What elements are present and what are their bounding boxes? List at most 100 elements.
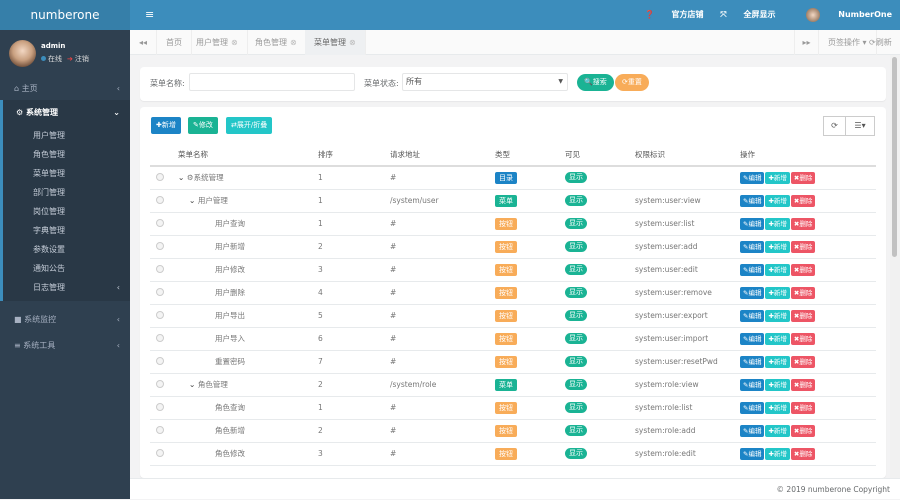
row-add-button[interactable]: ✚新增 bbox=[765, 263, 790, 276]
sidebar-item-home[interactable]: ⌂ 主页 ‹ bbox=[0, 78, 130, 100]
row-edit-button[interactable]: ✎编辑 bbox=[740, 217, 765, 230]
row-radio[interactable] bbox=[156, 402, 164, 411]
row-edit-button[interactable]: ✎编辑 bbox=[740, 309, 765, 322]
menu-name-input[interactable] bbox=[189, 73, 355, 91]
refresh-tab-button[interactable]: ⟳刷新 bbox=[869, 38, 892, 47]
chevron-down-icon[interactable]: ⌄ bbox=[189, 196, 198, 205]
row-add-button[interactable]: ✚新增 bbox=[765, 309, 790, 322]
row-delete-button[interactable]: ✖删除 bbox=[790, 424, 816, 437]
store-link[interactable]: ❓ 官方店铺 bbox=[644, 10, 704, 19]
row-add-button[interactable]: ✚新增 bbox=[765, 286, 790, 299]
row-edit-button[interactable]: ✎编辑 bbox=[740, 355, 765, 368]
user-menu[interactable]: NumberOne bbox=[792, 7, 892, 22]
row-radio[interactable] bbox=[156, 379, 164, 388]
tabs-scroll-right-icon[interactable]: ▸▸ bbox=[794, 30, 819, 55]
row-delete-button[interactable]: ✖删除 bbox=[790, 401, 816, 414]
row-delete-button[interactable]: ✖删除 bbox=[790, 355, 816, 368]
reset-button[interactable]: ⟳重置 bbox=[615, 74, 649, 91]
row-edit-button[interactable]: ✎编辑 bbox=[740, 171, 765, 184]
row-radio[interactable] bbox=[156, 448, 164, 457]
sidebar-subitem[interactable]: 菜单管理 bbox=[33, 169, 65, 178]
row-radio[interactable] bbox=[156, 172, 164, 181]
table-row[interactable]: 用户删除 4 # 按钮 显示 system:user:remove ✎编辑 ✚新增… bbox=[150, 281, 876, 305]
table-row[interactable]: 角色修改 3 # 按钮 显示 system:role:edit ✎编辑 ✚新增 ✖删… bbox=[150, 442, 876, 466]
row-delete-button[interactable]: ✖删除 bbox=[790, 378, 816, 391]
table-row[interactable]: 用户导出 5 # 按钮 显示 system:user:export ✎编辑 ✚新增… bbox=[150, 304, 876, 328]
row-add-button[interactable]: ✚新增 bbox=[765, 217, 790, 230]
tab-menu[interactable]: 菜单管理 ⊗ bbox=[305, 30, 366, 55]
close-tab-icon[interactable]: ⊗ bbox=[231, 38, 238, 47]
row-radio[interactable] bbox=[156, 310, 164, 319]
row-delete-button[interactable]: ✖删除 bbox=[790, 447, 816, 460]
menu-status-select[interactable]: 所有 ▼ bbox=[402, 73, 568, 91]
close-tab-icon[interactable]: ⊗ bbox=[290, 38, 297, 47]
sidebar-item-tools[interactable]: ≡ 系统工具 ‹ bbox=[0, 333, 130, 359]
row-edit-button[interactable]: ✎编辑 bbox=[740, 263, 765, 276]
row-delete-button[interactable]: ✖删除 bbox=[790, 286, 816, 299]
table-row[interactable]: 用户导入 6 # 按钮 显示 system:user:import ✎编辑 ✚新增… bbox=[150, 327, 876, 351]
tab-home[interactable]: 首页 bbox=[157, 30, 192, 55]
table-row[interactable]: 用户新增 2 # 按钮 显示 system:user:add ✎编辑 ✚新增 ✖删除 bbox=[150, 235, 876, 259]
row-delete-button[interactable]: ✖删除 bbox=[790, 332, 816, 345]
sidebar-subitem[interactable]: 角色管理 bbox=[33, 150, 65, 159]
page-ops-dropdown[interactable]: 页签操作 ▾ bbox=[819, 30, 877, 55]
table-row[interactable]: 角色查询 1 # 按钮 显示 system:role:list ✎编辑 ✚新增 ✖删… bbox=[150, 396, 876, 420]
columns-toggle-button[interactable]: ☰▾ bbox=[845, 116, 875, 136]
row-radio[interactable] bbox=[156, 425, 164, 434]
row-add-button[interactable]: ✚新增 bbox=[765, 355, 790, 368]
sidebar-subitem[interactable]: 通知公告 bbox=[33, 264, 65, 273]
table-row[interactable]: 重置密码 7 # 按钮 显示 system:user:resetPwd ✎编辑 ✚… bbox=[150, 350, 876, 374]
row-add-button[interactable]: ✚新增 bbox=[765, 332, 790, 345]
row-edit-button[interactable]: ✎编辑 bbox=[740, 332, 765, 345]
sidebar-item-monitor[interactable]: ■ 系统监控 ‹ bbox=[0, 307, 130, 333]
row-delete-button[interactable]: ✖删除 bbox=[790, 171, 816, 184]
table-row[interactable]: ⌄ 用户管理 1 /system/user 菜单 显示 system:user:… bbox=[150, 189, 876, 213]
row-add-button[interactable]: ✚新增 bbox=[765, 240, 790, 253]
row-edit-button[interactable]: ✎编辑 bbox=[740, 240, 765, 253]
row-radio[interactable] bbox=[156, 218, 164, 227]
sidebar-subitem[interactable]: 字典管理 bbox=[33, 226, 65, 235]
row-add-button[interactable]: ✚新增 bbox=[765, 171, 790, 184]
row-radio[interactable] bbox=[156, 333, 164, 342]
tab-user[interactable]: 用户管理 ⊗ bbox=[187, 30, 248, 55]
search-button[interactable]: 🔍搜索 bbox=[577, 74, 614, 91]
row-radio[interactable] bbox=[156, 195, 164, 204]
table-row[interactable]: 用户修改 3 # 按钮 显示 system:user:edit ✎编辑 ✚新增 ✖删… bbox=[150, 258, 876, 282]
scrollbar[interactable] bbox=[890, 55, 900, 478]
sidebar-subitem[interactable]: 部门管理 bbox=[33, 188, 65, 197]
sidebar-subitem[interactable]: 参数设置 bbox=[33, 245, 65, 254]
close-tab-icon[interactable]: ⊗ bbox=[349, 38, 356, 47]
row-delete-button[interactable]: ✖删除 bbox=[790, 240, 816, 253]
logout-link[interactable]: 注销 bbox=[74, 55, 89, 63]
row-delete-button[interactable]: ✖删除 bbox=[790, 309, 816, 322]
tabs-scroll-left-icon[interactable]: ◂◂ bbox=[130, 30, 157, 55]
tab-role[interactable]: 角色管理 ⊗ bbox=[246, 30, 307, 55]
add-button[interactable]: ✚新增 bbox=[151, 117, 181, 134]
row-edit-button[interactable]: ✎编辑 bbox=[740, 424, 765, 437]
row-add-button[interactable]: ✚新增 bbox=[765, 447, 790, 460]
sidebar-subitem[interactable]: 用户管理 bbox=[33, 131, 65, 140]
row-add-button[interactable]: ✚新增 bbox=[765, 194, 790, 207]
row-add-button[interactable]: ✚新增 bbox=[765, 401, 790, 414]
chevron-down-icon[interactable]: ⌄ bbox=[178, 173, 187, 183]
row-add-button[interactable]: ✚新增 bbox=[765, 378, 790, 391]
row-radio[interactable] bbox=[156, 356, 164, 365]
row-radio[interactable] bbox=[156, 241, 164, 250]
row-edit-button[interactable]: ✎编辑 bbox=[740, 194, 765, 207]
row-edit-button[interactable]: ✎编辑 bbox=[740, 378, 765, 391]
refresh-table-button[interactable]: ⟳ bbox=[823, 116, 846, 136]
table-row[interactable]: ⌄ ⚙系统管理 1 # 目录 显示 ✎编辑 ✚新增 ✖删除 bbox=[150, 166, 876, 190]
table-row[interactable]: 用户查询 1 # 按钮 显示 system:user:list ✎编辑 ✚新增 ✖删… bbox=[150, 212, 876, 236]
row-delete-button[interactable]: ✖删除 bbox=[790, 217, 816, 230]
edit-button[interactable]: ✎修改 bbox=[188, 117, 218, 134]
sidebar-subitem[interactable]: 岗位管理 bbox=[33, 207, 65, 216]
sidebar-subitem[interactable]: 日志管理 ‹ bbox=[3, 278, 130, 297]
expand-collapse-button[interactable]: ⇄展开/折叠 bbox=[226, 117, 273, 134]
row-delete-button[interactable]: ✖删除 bbox=[790, 263, 816, 276]
sidebar-item-system[interactable]: ⚙ 系统管理 ⌄ bbox=[3, 100, 130, 126]
table-row[interactable]: 角色新增 2 # 按钮 显示 system:role:add ✎编辑 ✚新增 ✖删除 bbox=[150, 419, 876, 443]
row-radio[interactable] bbox=[156, 264, 164, 273]
menu-toggle-icon[interactable]: ≡ bbox=[145, 8, 155, 21]
fullscreen-button[interactable]: ⤧ 全屏显示 bbox=[720, 10, 776, 19]
table-row[interactable]: ⌄ 角色管理 2 /system/role 菜单 显示 system:role:… bbox=[150, 373, 876, 397]
